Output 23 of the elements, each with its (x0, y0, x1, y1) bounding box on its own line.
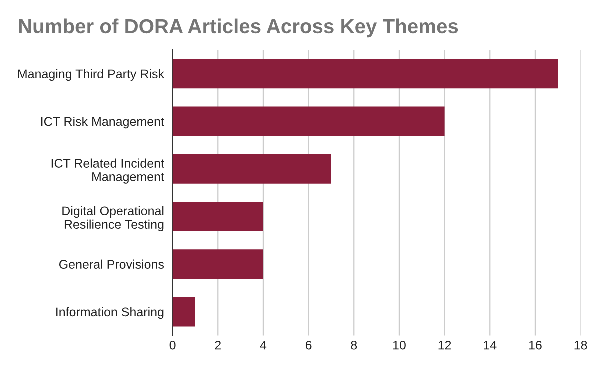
bar (172, 297, 196, 327)
y-tick-label: ICT Risk Management (42, 116, 164, 129)
y-tick-label: Digital Operational Resilience Testing (62, 206, 164, 232)
x-tick-label: 4 (260, 341, 267, 350)
x-tick-label: 2 (215, 340, 221, 350)
y-tick-label: ICT Related Incident Management (52, 158, 164, 184)
x-tick-label: 12 (438, 340, 452, 350)
y-tick-label: General Provisions (60, 260, 164, 269)
chart-title: Number of DORA Articles Across Key Themes (19, 18, 458, 38)
bar (172, 106, 445, 136)
bar (172, 154, 332, 184)
bar (172, 202, 264, 232)
x-tick-label: 16 (529, 340, 542, 350)
x-tick-label: 10 (393, 340, 406, 350)
x-tick-label: 6 (306, 340, 312, 350)
x-tick-label: 14 (484, 341, 497, 350)
x-tick-label: 18 (574, 340, 588, 350)
bar (172, 59, 558, 89)
x-tick-label: 8 (351, 340, 358, 350)
bar (172, 250, 264, 280)
y-tick-label: Information Sharing (56, 307, 164, 320)
x-tick-label: 0 (170, 340, 176, 350)
y-tick-label: Managing Third Party Risk (18, 69, 164, 82)
